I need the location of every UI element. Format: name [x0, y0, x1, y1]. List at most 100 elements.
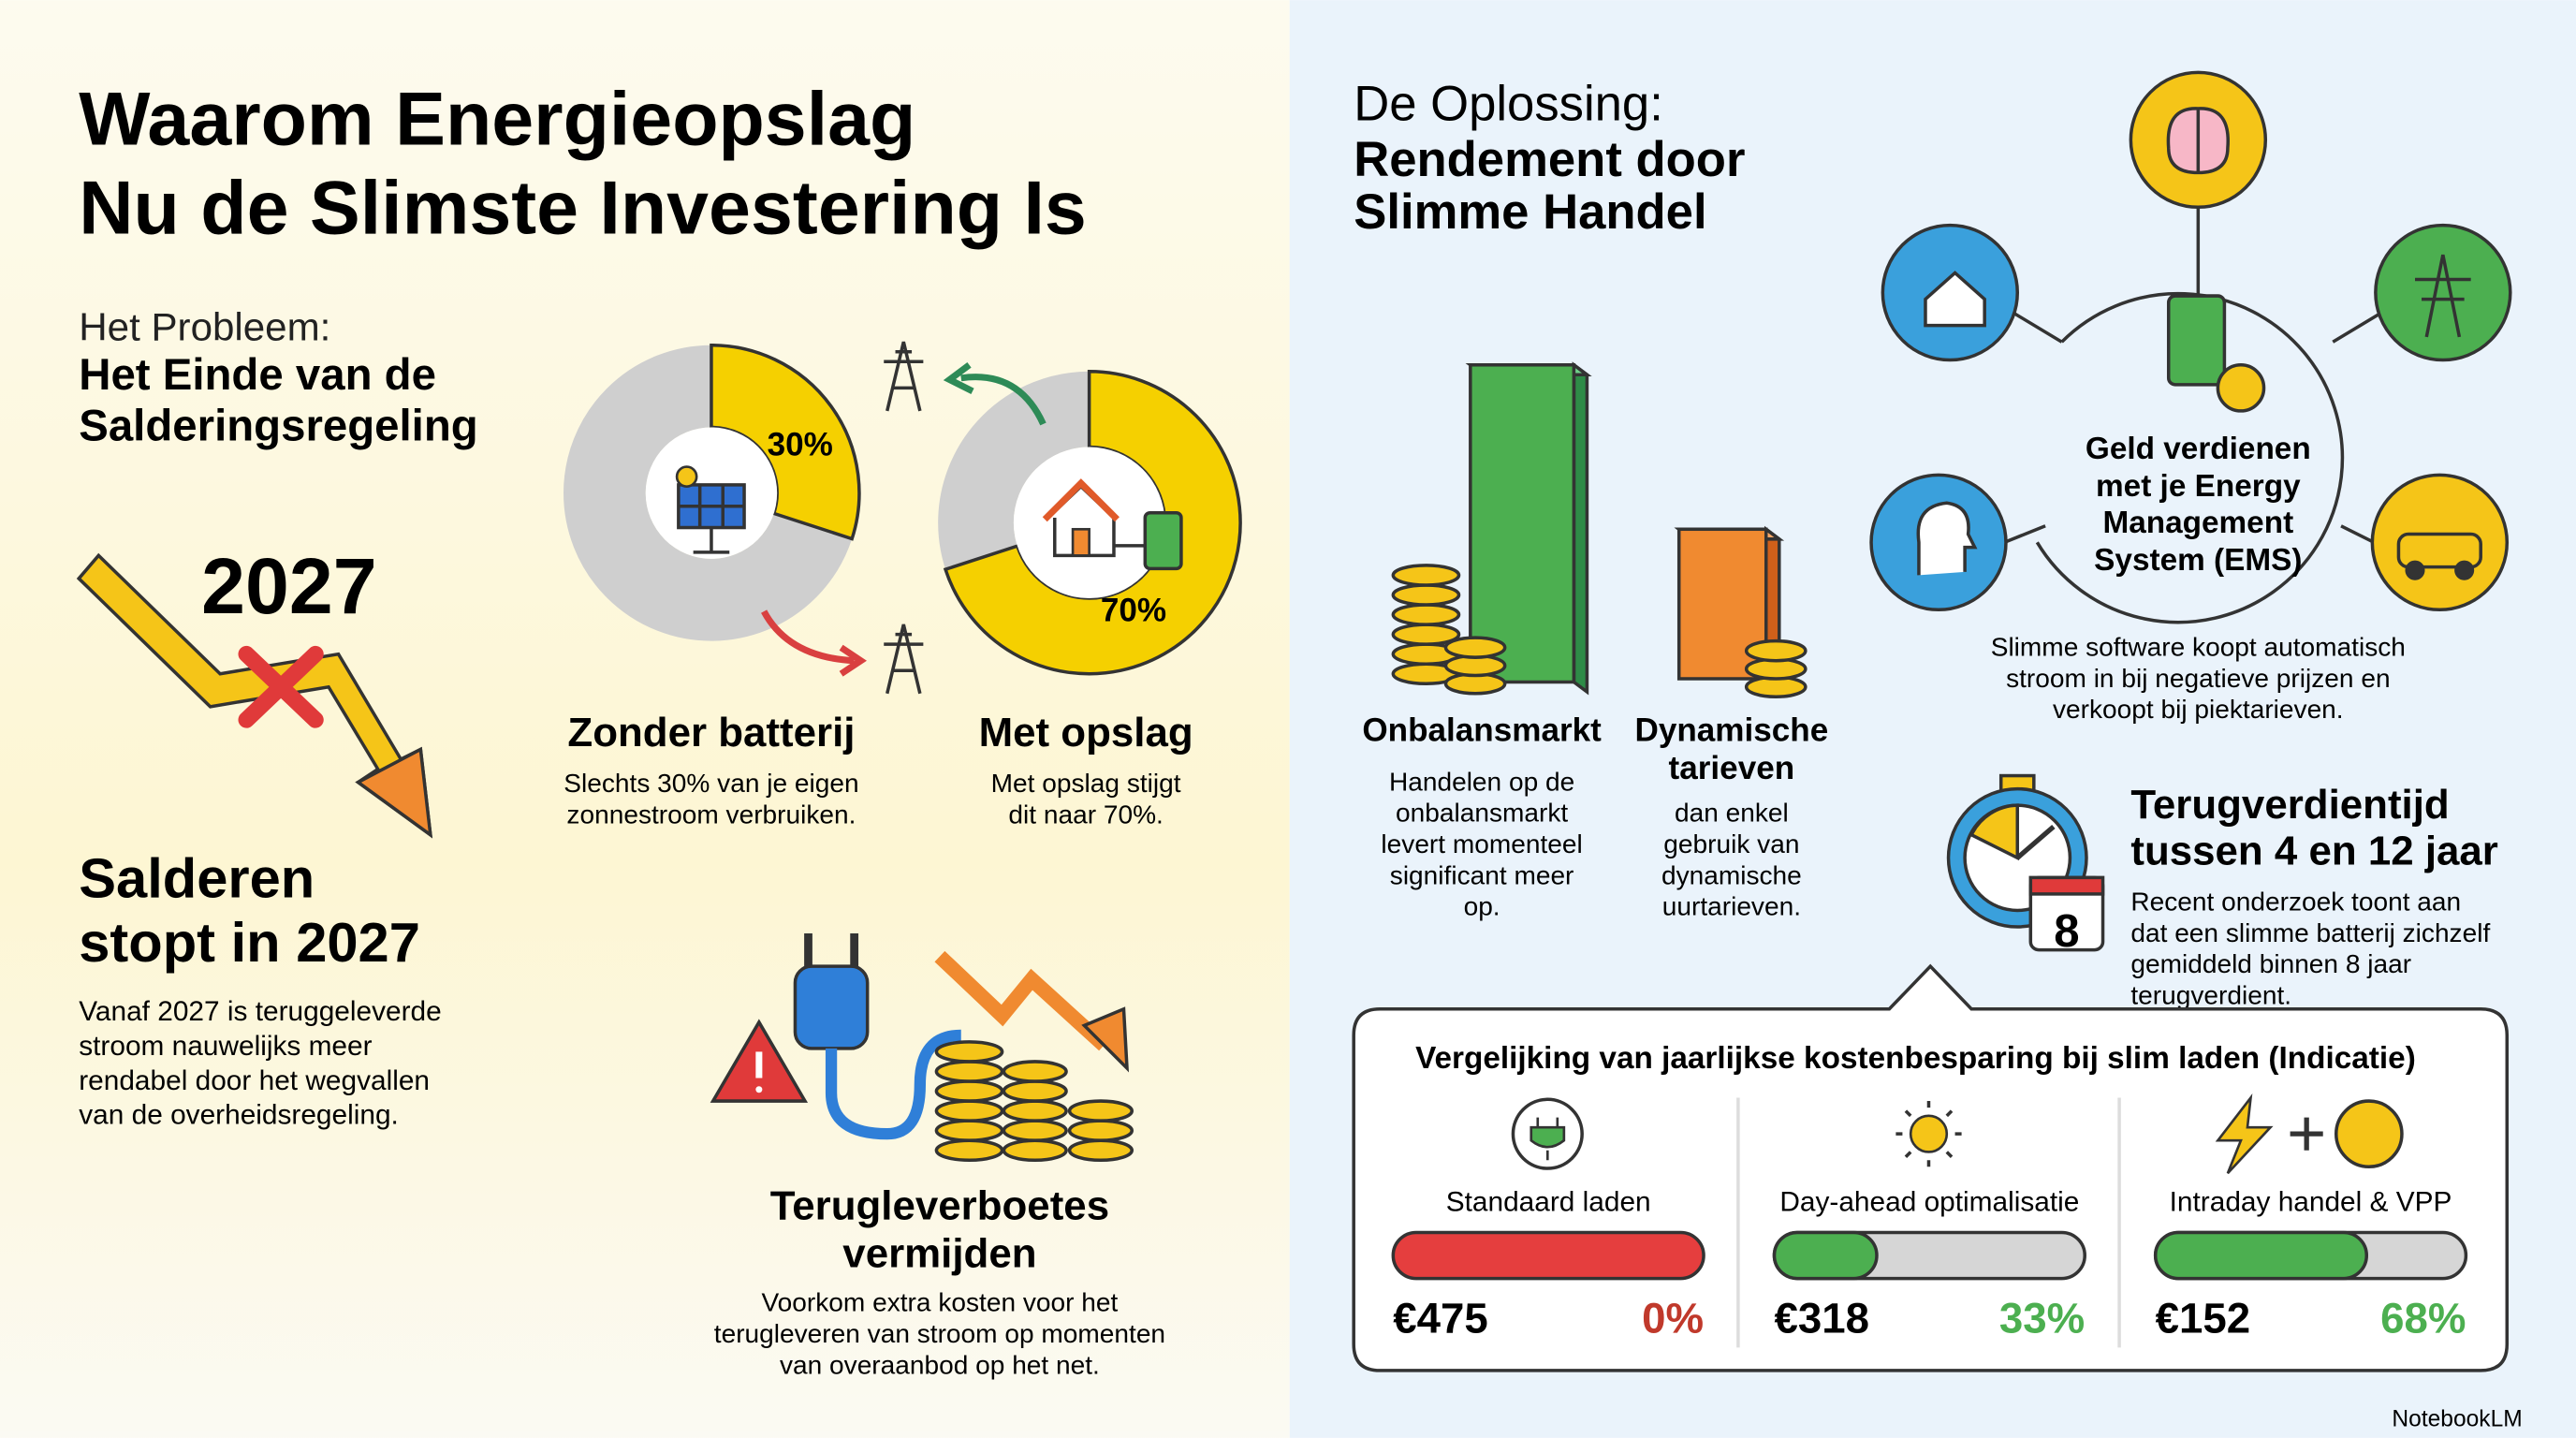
infographic-part: Slimme software koopt automatisch stroom… [1991, 632, 2406, 724]
plug-coins-illustration-part-part [934, 1060, 1004, 1083]
heading: tarieven [1669, 750, 1795, 786]
ems-hub-part [2166, 294, 2227, 387]
plug-coins-illustration-part-part [1002, 1138, 1068, 1162]
panel-title: Vergelijking van jaarlijkse kostenbespar… [1415, 1041, 2416, 1076]
pylons-part [884, 624, 924, 695]
percentage: 33% [1999, 1295, 2085, 1343]
declining-arrow-part [355, 746, 433, 839]
title: Rendement door [1354, 132, 1745, 187]
item-label: Day-ahead optimalisatie [1779, 1187, 2079, 1218]
pylons-part [839, 644, 868, 677]
cost: €475 [1393, 1295, 1488, 1343]
body-line: Slimme software koopt automatisch [1991, 632, 2406, 661]
ems-hub-part [2166, 107, 2230, 175]
pylons-part [884, 341, 924, 412]
cost: €318 [1775, 1295, 1870, 1343]
ems-hub-part [2035, 291, 2345, 624]
heading: Het Einde van de [79, 350, 436, 400]
heading: Dynamische [1634, 712, 1828, 749]
year: 2027 [201, 542, 376, 630]
plug-coins-illustration-part [934, 950, 1109, 1051]
market-bars-illustration-part [1572, 361, 1589, 696]
infographic-part: Recent onderzoek toont aan dat een slimm… [2130, 887, 2490, 1009]
body-line: levert momenteel [1381, 829, 1582, 858]
market-bars-illustration-part-part [1744, 638, 1808, 663]
body-line: Recent onderzoek toont aan [2130, 887, 2461, 916]
donut-icons-part [1143, 510, 1183, 571]
donut-icons-part [678, 484, 745, 554]
body-line: verkoopt bij piektarieven. [2053, 695, 2344, 724]
kicker: Het Probleem: [79, 304, 330, 348]
comparison-panel-part [2290, 1117, 2323, 1151]
item-label: Standaard laden [1446, 1187, 1651, 1218]
body: Vanaf 2027 is teruggeleverde stroom nauw… [79, 996, 441, 1131]
market-bars-illustration-part [1469, 363, 1576, 684]
cost: €152 [2156, 1295, 2251, 1343]
infographic-part: Handelen op de onbalansmarkt levert mome… [1381, 767, 1582, 920]
plug-coins-illustration-part [1081, 1006, 1130, 1073]
comparison-panel-part [1736, 1097, 2121, 1348]
market-bars-illustration-part-part [1391, 564, 1461, 587]
heading: System (EMS) [2094, 543, 2302, 578]
market-bars-illustration-part-part [1391, 603, 1461, 626]
title: Nu de Slimste Investering Is [79, 166, 1087, 250]
heading: met je Energy [2096, 469, 2301, 504]
title: Slimme Handel [1354, 184, 1706, 240]
infographic-part: Geld verdienen met je Energy Management … [2086, 432, 2311, 578]
plug-coins-illustration [710, 933, 1134, 1162]
plug-coins-illustration-part-part [1002, 1060, 1068, 1083]
body-line: terugverdient. [2130, 981, 2291, 1010]
plug-coins-illustration-part-part [934, 1138, 1004, 1162]
donut-icons-part [1042, 478, 1120, 522]
body-line: van overaanbod op het net. [780, 1350, 1100, 1379]
infographic-part: dan enkel gebruik van dynamische uurtari… [1661, 799, 1802, 921]
donut-label: 70% [1101, 593, 1166, 629]
market-bars-illustration [1391, 361, 1808, 699]
plug-coins-illustration-part-part [1002, 1079, 1068, 1103]
ems-hub [1869, 70, 2512, 624]
heading: tussen 4 en 12 jaar [2130, 828, 2498, 873]
background-part [0, 0, 1290, 1438]
body-line: Voorkom extra kosten voor het [762, 1288, 1119, 1317]
pylons-part [943, 361, 974, 394]
plug-coins-illustration-part-part [1002, 1119, 1068, 1142]
bar-fill [1772, 1230, 1879, 1281]
heading: Salderingsregeling [79, 402, 478, 451]
stopwatch-icon [1946, 773, 2105, 952]
kicker: De Oplossing: [1354, 76, 1663, 131]
comparison-panel-part [2215, 1093, 2274, 1175]
heading: Management [2102, 506, 2293, 540]
comparison-panel-part [1530, 1117, 1566, 1161]
plug-coins-illustration-part [804, 933, 859, 970]
comparison-items: Standaard laden €475 0% Day-ahead optimalis… [1391, 1187, 2468, 1343]
stopwatch-icon-part [2015, 824, 2056, 860]
comparison-panel [1352, 963, 2510, 1372]
declining-arrow [76, 552, 433, 839]
body-line: stroom in bij negatieve prijzen en [2006, 664, 2390, 693]
pylons-part [761, 609, 855, 665]
footer: NotebookLM [2392, 1407, 2522, 1432]
body-line: significant meer [1390, 860, 1574, 889]
donut-icons [675, 465, 1183, 571]
body-line: uurtarieven. [1662, 892, 1801, 921]
pylons-part [960, 374, 1046, 426]
plug-coins-illustration-part-part [934, 1079, 1004, 1103]
heading: Terugleverboetes [770, 1182, 1109, 1228]
donut-label: 30% [768, 426, 833, 462]
body-line: Slechts 30% van je eigen [564, 769, 858, 798]
plug-coins-illustration-part [793, 964, 870, 1050]
heading: vermijden [842, 1230, 1036, 1276]
body-line: Vanaf 2027 is teruggeleverde [79, 996, 441, 1027]
bar-fill [2153, 1230, 2369, 1281]
declining-arrow-part [238, 645, 324, 728]
comparison-panel-part [1895, 1101, 1962, 1167]
market-bars-illustration-part-part [1443, 636, 1507, 659]
ems-hub-part [2405, 560, 2425, 580]
heading: Zonder batterij [567, 710, 855, 756]
percentage: 0% [1642, 1295, 1704, 1343]
body-line: dat een slimme batterij zichzelf [2130, 918, 2490, 947]
body-line: dit naar 70%. [1008, 800, 1163, 829]
body-line: Handelen op de [1389, 767, 1574, 796]
